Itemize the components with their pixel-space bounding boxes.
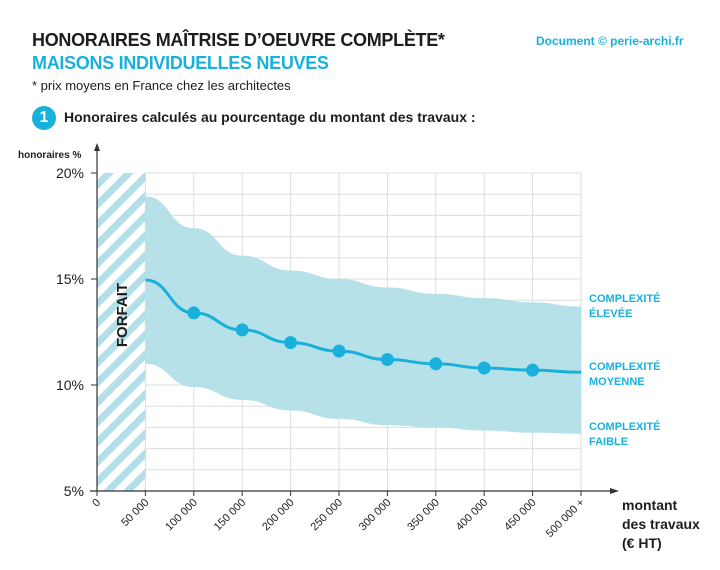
x-axis-label: montant [622,497,678,513]
series-label: FAIBLE [589,436,628,448]
footnote: * prix moyens en France chez les archite… [32,78,291,93]
data-point [284,336,298,350]
x-tick-label: 500 000 + [544,497,587,540]
forfait-label: FORFAIT [114,283,131,347]
series-label: COMPLEXITÉ [589,420,661,433]
x-tick-label: 200 000 [260,497,297,534]
series-label: ÉLEVÉE [589,307,632,320]
series-line-moyenne [145,278,582,374]
x-tick-label: 350 000 [405,497,442,534]
series-label: MOYENNE [589,376,645,388]
x-tick-label: 250 000 [309,497,346,534]
x-tick-label: 450 000 [502,497,539,534]
y-tick-label: 10% [56,377,84,393]
chart-subtitle: MAISONS INDIVIDUELLES NEUVES [32,53,329,73]
y-tick-label: 20% [56,165,84,181]
data-point [429,357,443,371]
section-number-badge: 1 [32,106,56,130]
section-title: Honoraires calculés au pourcentage du mo… [64,109,476,125]
x-axis-label: (€ HT) [622,535,662,551]
data-point [187,306,201,320]
chart-title: HONORAIRES MAÎTRISE D’OEUVRE COMPLÈTE* [32,30,445,50]
y-tick-label: 15% [56,271,84,287]
data-point [235,323,249,337]
series-label: COMPLEXITÉ [589,292,661,305]
x-tick-label: 300 000 [357,497,394,534]
y-axis-label: honoraires % [18,150,81,161]
data-point [332,344,346,358]
data-point [477,361,491,375]
forfait-zone [97,173,146,491]
data-point [380,353,394,367]
complexity-band [145,196,581,434]
x-tick-label: 50 000 [119,497,151,529]
credit-link[interactable]: Document © perie-archi.fr [536,34,684,48]
x-axis-label: des travaux [622,516,700,532]
x-tick-label: 100 000 [163,497,200,534]
x-tick-label: 150 000 [212,497,249,534]
x-tick-label: 400 000 [454,497,491,534]
y-axis-arrow-icon [94,143,100,151]
y-tick-label: 5% [64,483,84,499]
x-axis-arrow-icon [610,488,619,494]
series-label: COMPLEXITÉ [589,360,661,373]
x-tick-label: 0 [90,497,103,510]
data-point [526,363,540,377]
